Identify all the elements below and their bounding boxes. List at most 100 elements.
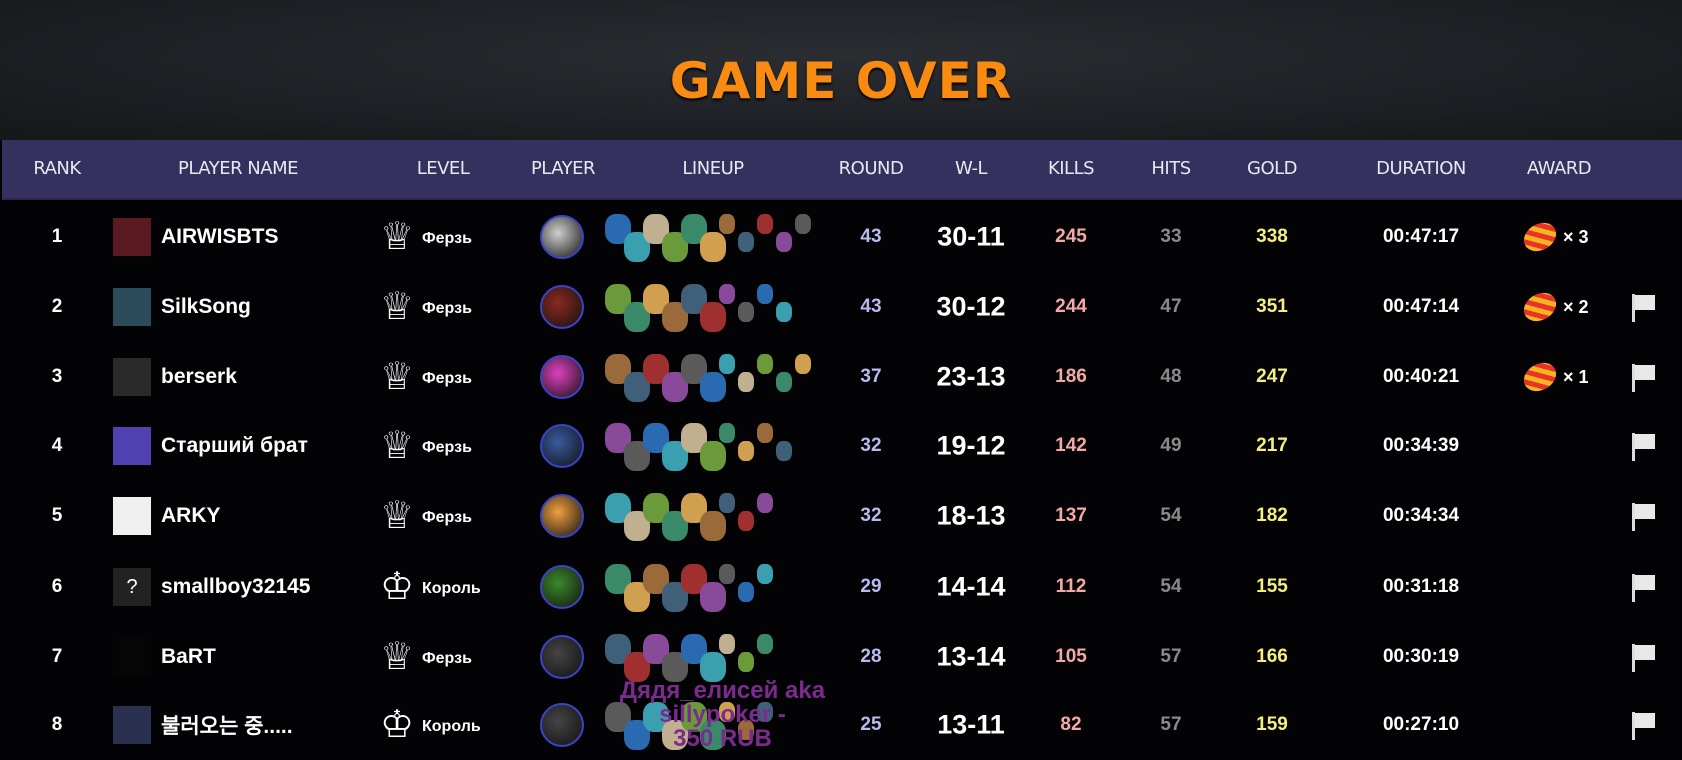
player-name[interactable]: berserk xyxy=(161,365,237,388)
rank: 4 xyxy=(51,435,63,456)
player-avatar[interactable] xyxy=(113,706,151,744)
hero-icon xyxy=(719,702,735,722)
donation-line-2: 350 RUB xyxy=(673,725,772,752)
lineup xyxy=(605,560,815,616)
player-hero-avatar[interactable] xyxy=(540,424,584,468)
report-flag-icon[interactable] xyxy=(1630,501,1656,531)
header-award: AWARD xyxy=(1526,158,1592,179)
hero-icon xyxy=(757,702,773,722)
top-banner xyxy=(0,0,1682,140)
win-loss: 23-13 xyxy=(936,361,1006,392)
player-name[interactable]: SilkSong xyxy=(161,295,251,318)
level-label: Король xyxy=(422,579,481,597)
report-flag-icon[interactable] xyxy=(1630,572,1656,602)
hero-icon xyxy=(719,564,735,584)
hits: 54 xyxy=(1160,505,1182,526)
player-avatar[interactable] xyxy=(113,427,151,465)
report-flag-icon[interactable] xyxy=(1630,431,1656,461)
header-player: PLAYER xyxy=(530,158,596,179)
report-flag-icon[interactable] xyxy=(1630,642,1656,672)
hero-icon xyxy=(738,652,754,672)
player-name[interactable]: Старший брат xyxy=(161,434,308,457)
gold: 247 xyxy=(1256,366,1288,387)
hero-icon xyxy=(776,372,792,392)
hero-icon xyxy=(757,493,773,513)
win-loss: 13-14 xyxy=(936,641,1006,672)
gold: 159 xyxy=(1256,714,1288,735)
round: 37 xyxy=(860,366,882,387)
player-hero-avatar[interactable] xyxy=(540,285,584,329)
player-name[interactable]: 불러오는 중..... xyxy=(161,715,293,738)
level-label: Ферзь xyxy=(422,508,472,526)
player-name[interactable]: smallboy32145 xyxy=(161,575,311,598)
lineup xyxy=(605,489,815,545)
header-rank: RANK xyxy=(33,158,81,179)
queen-icon: ♕ xyxy=(380,636,415,678)
duration: 00:27:10 xyxy=(1382,714,1460,735)
queen-icon: ♕ xyxy=(380,286,415,328)
table-header: RANK PLAYER NAME LEVEL PLAYER LINEUP ROU… xyxy=(2,140,1682,200)
king-icon: ♔ xyxy=(380,704,415,746)
level-label: Ферзь xyxy=(422,369,472,387)
duration: 00:47:17 xyxy=(1382,226,1460,247)
report-flag-icon[interactable] xyxy=(1630,710,1656,740)
kills: 245 xyxy=(1055,226,1087,247)
table-row: 6 ? smallboy32145 ♔ Король 29 14-14 112 … xyxy=(0,552,1682,622)
report-flag-icon[interactable] xyxy=(1630,292,1656,322)
hero-icon xyxy=(719,284,735,304)
gold: 217 xyxy=(1256,435,1288,456)
hero-icon xyxy=(719,493,735,513)
table-row: 8 불러오는 중..... ♔ Король 25 13-11 82 57 15… xyxy=(0,690,1682,760)
hero-icon xyxy=(700,372,726,402)
rank: 6 xyxy=(51,576,63,597)
header-player-name: PLAYER NAME xyxy=(178,158,299,179)
player-avatar[interactable] xyxy=(113,218,151,256)
win-loss: 13-11 xyxy=(937,709,1005,740)
table-row: 7 BaRT ♕ Ферзь 28 13-14 105 57 166 00:30… xyxy=(0,622,1682,692)
hits: 49 xyxy=(1160,435,1182,456)
level-label: Ферзь xyxy=(422,649,472,667)
duration: 00:31:18 xyxy=(1382,576,1460,597)
rank: 3 xyxy=(51,366,63,387)
level-label: Король xyxy=(422,717,481,735)
avatar-placeholder: ? xyxy=(126,575,138,598)
player-hero-avatar[interactable] xyxy=(540,494,584,538)
player-name[interactable]: AIRWISBTS xyxy=(161,225,279,248)
player-avatar[interactable] xyxy=(113,497,151,535)
table-row: 3 berserk ♕ Ферзь 37 23-13 186 48 247 00… xyxy=(0,342,1682,412)
hero-icon xyxy=(757,634,773,654)
hits: 57 xyxy=(1160,714,1182,735)
player-avatar[interactable] xyxy=(113,288,151,326)
lineup xyxy=(605,210,815,266)
hits: 48 xyxy=(1160,366,1182,387)
player-avatar[interactable]: ? xyxy=(113,568,151,606)
player-hero-avatar[interactable] xyxy=(540,565,584,609)
player-hero-avatar[interactable] xyxy=(540,215,584,259)
award-count: × 1 xyxy=(1563,366,1589,387)
header-hits: HITS xyxy=(1151,158,1191,179)
player-avatar[interactable] xyxy=(113,358,151,396)
player-name[interactable]: ARKY xyxy=(161,504,221,527)
hero-icon xyxy=(700,302,726,332)
report-flag-icon[interactable] xyxy=(1630,362,1656,392)
queen-icon: ♕ xyxy=(380,425,415,467)
candy-icon xyxy=(1518,357,1562,397)
hero-icon xyxy=(719,634,735,654)
hits: 54 xyxy=(1160,576,1182,597)
player-name[interactable]: BaRT xyxy=(161,645,216,668)
duration: 00:47:14 xyxy=(1382,296,1460,317)
round: 32 xyxy=(860,435,882,456)
player-hero-avatar[interactable] xyxy=(540,635,584,679)
kills: 137 xyxy=(1055,505,1087,526)
gold: 338 xyxy=(1256,226,1288,247)
player-hero-avatar[interactable] xyxy=(540,355,584,399)
player-hero-avatar[interactable] xyxy=(540,703,584,747)
table-row: 1 AIRWISBTS ♕ Ферзь 43 30-11 245 33 338 … xyxy=(0,202,1682,272)
player-avatar[interactable] xyxy=(113,638,151,676)
donation-overlay: Дядя_елисей aka sillypoker - 350 RUB xyxy=(600,679,845,751)
duration: 00:34:34 xyxy=(1382,505,1460,526)
hero-icon xyxy=(738,372,754,392)
award: × 1 xyxy=(1518,357,1589,397)
duration: 00:34:39 xyxy=(1382,435,1460,456)
hero-icon xyxy=(719,354,735,374)
